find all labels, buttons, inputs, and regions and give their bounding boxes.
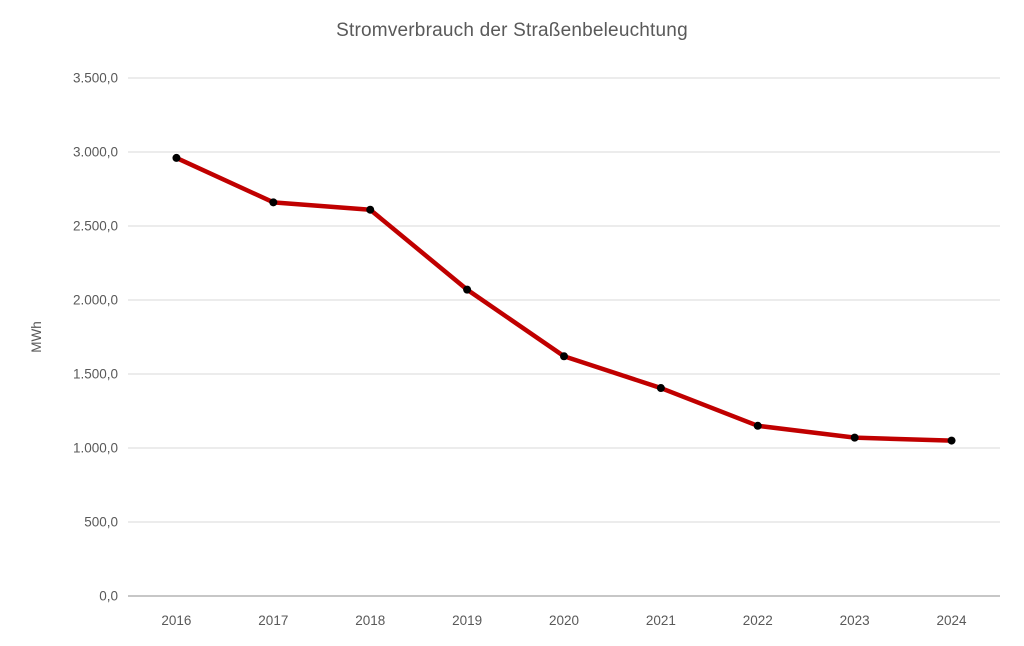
x-tick-label: 2022	[743, 613, 773, 628]
data-point	[463, 285, 472, 294]
data-point	[560, 352, 568, 361]
y-tick-label: 1.000,0	[73, 441, 118, 456]
x-tick-label: 2020	[549, 613, 579, 628]
plot-area: 0,0 500,0 1.000,0 1.500,0 2.000,0 2.500,0 3.00…	[73, 71, 1000, 628]
x-tick-label: 2017	[258, 613, 288, 628]
y-tick-label: 0,0	[99, 589, 118, 604]
y-tick-label: 3.000,0	[73, 145, 118, 160]
data-point	[269, 198, 278, 207]
data-line	[174, 155, 954, 443]
chart-title: Stromverbrauch der Straßenbeleuchtung	[336, 20, 688, 41]
y-tick-label: 1.500,0	[73, 367, 118, 382]
y-tick-label: 2.000,0	[73, 293, 118, 308]
x-tick-label: 2018	[355, 613, 385, 628]
x-tick-label: 2016	[161, 613, 191, 628]
x-tick-label: 2023	[840, 613, 870, 628]
data-point	[656, 384, 665, 393]
x-tick-label: 2021	[646, 613, 676, 628]
data-point	[172, 153, 181, 162]
data-point	[753, 421, 762, 430]
y-tick-label: 3.500,0	[73, 71, 118, 86]
data-point	[850, 433, 859, 442]
data-point	[366, 205, 375, 214]
y-tick-label: 500,0	[84, 515, 118, 530]
y-axis-title: MWh	[29, 321, 44, 353]
x-tick-label: 2019	[452, 613, 482, 628]
x-tick-label: 2024	[937, 613, 968, 628]
data-point	[947, 436, 956, 445]
y-tick-label: 2.500,0	[73, 219, 118, 234]
